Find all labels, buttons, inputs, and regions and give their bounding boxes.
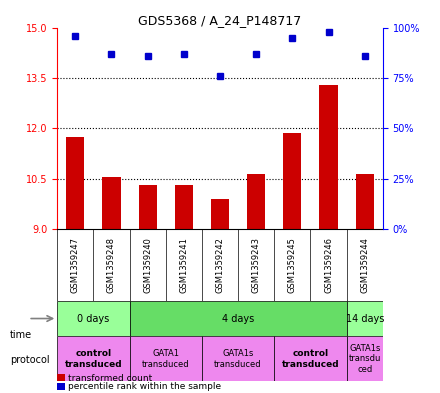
Text: GSM1359243: GSM1359243 xyxy=(252,237,260,293)
Text: time: time xyxy=(10,330,32,340)
FancyBboxPatch shape xyxy=(129,336,202,381)
Text: GATA1
transduced: GATA1 transduced xyxy=(142,349,190,369)
Text: GDS5368 / A_24_P148717: GDS5368 / A_24_P148717 xyxy=(138,14,302,27)
Text: 4 days: 4 days xyxy=(222,314,254,323)
FancyBboxPatch shape xyxy=(347,336,383,381)
Bar xyxy=(139,185,157,229)
Text: protocol: protocol xyxy=(10,354,49,365)
Bar xyxy=(103,177,121,229)
Text: GATA1s
transdu
ced: GATA1s transdu ced xyxy=(348,344,381,374)
Bar xyxy=(66,137,84,229)
FancyBboxPatch shape xyxy=(129,301,347,336)
Text: GSM1359247: GSM1359247 xyxy=(71,237,80,293)
Text: transformed count: transformed count xyxy=(68,374,152,382)
FancyBboxPatch shape xyxy=(274,336,347,381)
Bar xyxy=(319,84,337,229)
FancyBboxPatch shape xyxy=(57,336,129,381)
Text: percentile rank within the sample: percentile rank within the sample xyxy=(68,382,221,391)
Text: GSM1359241: GSM1359241 xyxy=(180,237,188,293)
Text: GSM1359246: GSM1359246 xyxy=(324,237,333,293)
FancyBboxPatch shape xyxy=(57,301,129,336)
Bar xyxy=(247,174,265,229)
Text: 14 days: 14 days xyxy=(345,314,384,323)
Bar xyxy=(211,199,229,229)
Text: GSM1359242: GSM1359242 xyxy=(216,237,224,293)
Bar xyxy=(283,133,301,229)
Bar xyxy=(356,174,374,229)
Text: GSM1359240: GSM1359240 xyxy=(143,237,152,293)
Text: GSM1359245: GSM1359245 xyxy=(288,237,297,293)
Text: GSM1359244: GSM1359244 xyxy=(360,237,369,293)
Text: 0 days: 0 days xyxy=(77,314,110,323)
Bar xyxy=(175,185,193,229)
Text: control
transduced: control transduced xyxy=(65,349,122,369)
Text: GSM1359248: GSM1359248 xyxy=(107,237,116,293)
Text: GATA1s
transduced: GATA1s transduced xyxy=(214,349,262,369)
FancyBboxPatch shape xyxy=(347,301,383,336)
FancyBboxPatch shape xyxy=(202,336,274,381)
Text: control
transduced: control transduced xyxy=(282,349,339,369)
